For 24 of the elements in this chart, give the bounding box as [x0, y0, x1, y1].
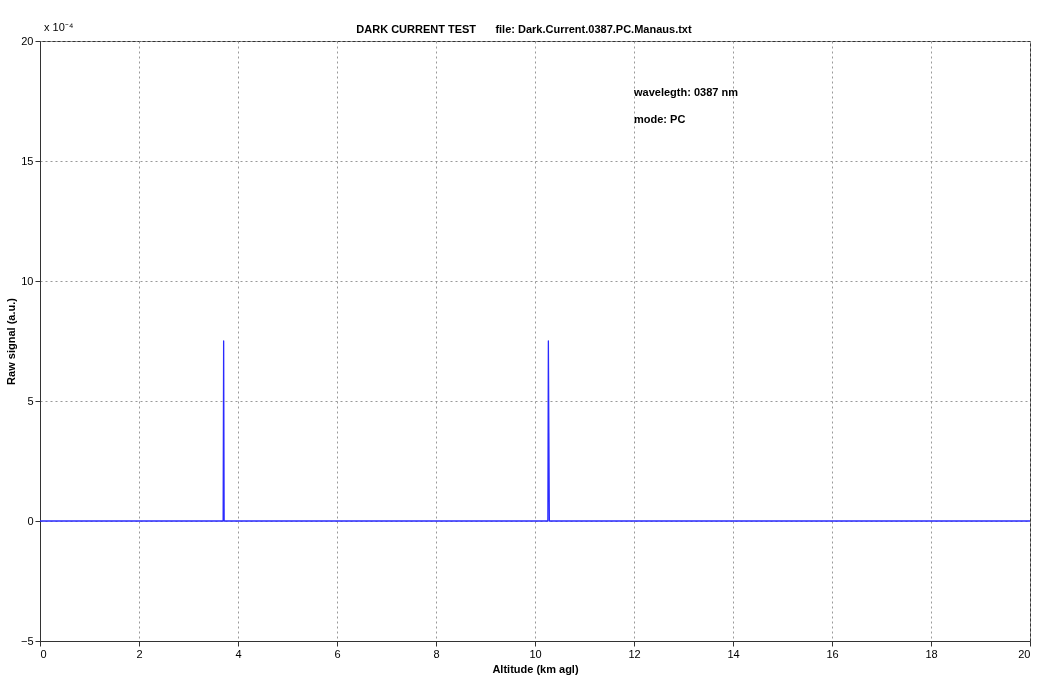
y-tick-label: 0	[27, 514, 34, 527]
x-tick-label: 8	[433, 647, 440, 660]
x-tick-label: 12	[628, 647, 641, 660]
x-tick-label: 20	[1018, 647, 1031, 660]
x-tick-label: 0	[40, 647, 47, 660]
x-tick-label: 6	[334, 647, 341, 660]
text: x 10⁻⁴	[44, 21, 74, 33]
chart-subtitle: file: Dark.Current.0387.PC.Manaus.txt	[495, 23, 692, 35]
x-tick-label: 2	[136, 647, 143, 660]
x-axis-title: Altitude (km agl)	[492, 662, 579, 675]
x-tick-label: 14	[727, 647, 740, 660]
y-axis-title: Raw signal (a.u.)	[4, 297, 17, 385]
chart-title: DARK CURRENT TEST	[356, 23, 477, 35]
y-tick-label: −5	[20, 634, 34, 647]
annotation: mode: PC	[634, 113, 686, 125]
y-tick-label: 20	[21, 34, 34, 47]
y-tick-label: 15	[21, 154, 34, 167]
x-tick-label: 18	[925, 647, 938, 660]
x-tick-label: 16	[826, 647, 839, 660]
y-tick-label: 10	[21, 274, 34, 287]
x-tick-label: 4	[235, 647, 242, 660]
annotation: wavelegth: 0387 nm	[633, 86, 739, 98]
y-tick-label: 5	[27, 394, 34, 407]
x-tick-label: 10	[529, 647, 542, 660]
